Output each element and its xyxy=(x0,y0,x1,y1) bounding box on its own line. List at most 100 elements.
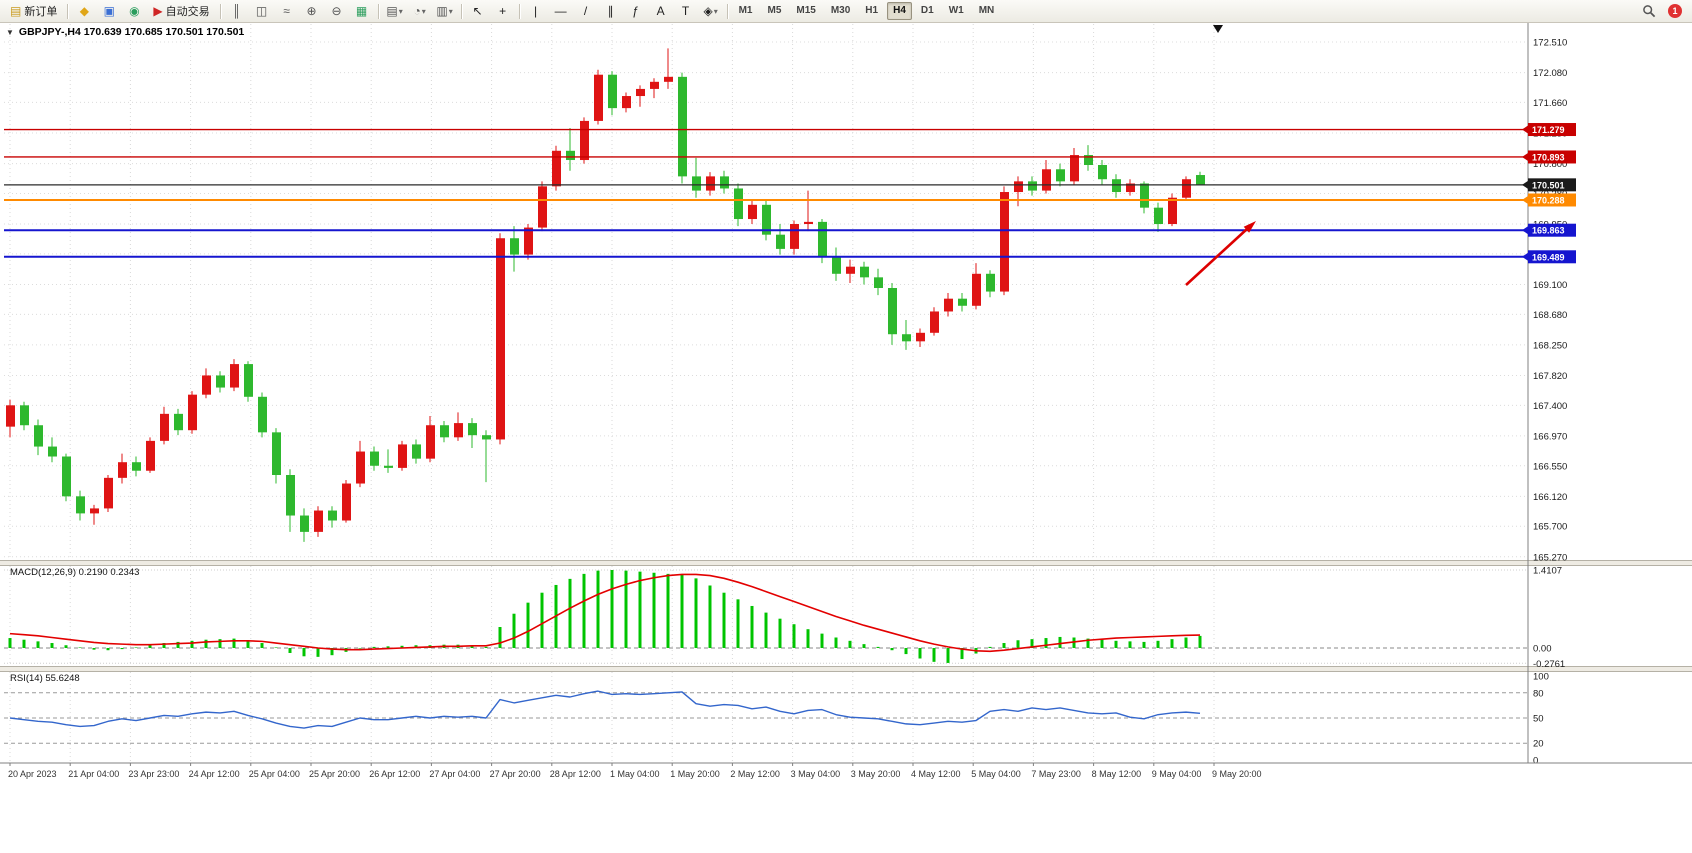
horizontal-line-button[interactable]: — xyxy=(549,1,573,21)
chart-grid xyxy=(4,24,1528,762)
chart-shift-marker-icon[interactable] xyxy=(1213,25,1223,33)
toolbar-right: 1 xyxy=(1637,1,1688,21)
svg-text:166.550: 166.550 xyxy=(1533,461,1567,472)
toolbar-separator xyxy=(460,3,462,19)
svg-text:169.863: 169.863 xyxy=(1532,226,1565,236)
autotrading-button[interactable]: ▶ 自动交易 xyxy=(147,1,215,21)
svg-text:7 May 23:00: 7 May 23:00 xyxy=(1031,769,1081,779)
dropdown-arrow-icon: ▾ xyxy=(713,6,718,16)
svg-text:170.501: 170.501 xyxy=(1532,180,1565,190)
svg-text:100: 100 xyxy=(1533,672,1549,683)
svg-text:166.120: 166.120 xyxy=(1533,492,1567,503)
trend-arrow-annotation[interactable] xyxy=(1185,221,1256,286)
search-button[interactable] xyxy=(1637,1,1661,21)
toolbar-separator xyxy=(726,3,728,19)
cursor-icon: ↖ xyxy=(472,4,483,18)
svg-text:28 Apr 12:00: 28 Apr 12:00 xyxy=(550,769,601,779)
arrows-button[interactable]: ◈ ▾ xyxy=(699,1,723,21)
cursor-button[interactable]: ↖ xyxy=(466,1,490,21)
navigator-button[interactable]: ◉ xyxy=(122,1,146,21)
new-order-button[interactable]: ▤ 新订单 xyxy=(4,1,63,21)
svg-text:4 May 12:00: 4 May 12:00 xyxy=(911,769,961,779)
svg-text:26 Apr 12:00: 26 Apr 12:00 xyxy=(369,769,420,779)
svg-text:1 May 20:00: 1 May 20:00 xyxy=(670,769,720,779)
autotrading-icon: ▶ xyxy=(153,4,163,18)
market-watch-button[interactable]: ◆ xyxy=(72,1,96,21)
svg-text:1.4107: 1.4107 xyxy=(1533,565,1562,576)
equidistant-channel-button[interactable]: ∥ xyxy=(599,1,623,21)
svg-text:166.970: 166.970 xyxy=(1533,431,1567,442)
arrows-icon: ◈ xyxy=(703,4,713,18)
timeframe-m5-button[interactable]: M5 xyxy=(767,5,782,16)
macd-panel xyxy=(4,569,1528,664)
svg-text:167.820: 167.820 xyxy=(1533,371,1567,382)
notification-badge[interactable]: 1 xyxy=(1668,4,1682,18)
candlestick-chart-button[interactable]: ◫ xyxy=(250,1,274,21)
rsi-indicator-label: RSI(14) 55.6248 xyxy=(10,673,80,684)
zoom-in-icon: ⊕ xyxy=(306,4,317,18)
svg-text:170.893: 170.893 xyxy=(1532,152,1565,162)
bar-chart-button[interactable]: ║ xyxy=(225,1,249,21)
svg-text:1 May 04:00: 1 May 04:00 xyxy=(610,769,660,779)
zoom-out-button[interactable]: ⊖ xyxy=(325,1,349,21)
new-order-icon: ▤ xyxy=(10,4,22,18)
trendline-button[interactable]: / xyxy=(574,1,598,21)
data-window-button[interactable]: ▣ xyxy=(97,1,121,21)
bar-chart-icon: ║ xyxy=(232,4,241,18)
svg-text:20 Apr 2023: 20 Apr 2023 xyxy=(8,769,57,779)
search-icon xyxy=(1643,5,1656,18)
line-chart-icon: ≈ xyxy=(283,4,290,18)
text-label-button[interactable]: T xyxy=(674,1,698,21)
timeframe-mn-button[interactable]: MN xyxy=(978,5,995,16)
text-label-icon: T xyxy=(681,4,690,18)
svg-text:172.080: 172.080 xyxy=(1533,68,1567,79)
timeframe-d1-button[interactable]: D1 xyxy=(920,5,934,16)
svg-text:80: 80 xyxy=(1533,688,1544,699)
svg-text:-0.2761: -0.2761 xyxy=(1533,659,1565,670)
macd-histogram xyxy=(8,570,1202,663)
svg-text:172.510: 172.510 xyxy=(1533,38,1567,49)
timeframe-m1-button[interactable]: M1 xyxy=(738,5,753,16)
svg-text:3 May 20:00: 3 May 20:00 xyxy=(851,769,901,779)
timeframe-w1-button[interactable]: W1 xyxy=(948,5,964,16)
svg-text:20: 20 xyxy=(1533,739,1544,750)
fibonacci-icon: ƒ xyxy=(632,4,639,18)
svg-text:50: 50 xyxy=(1533,714,1544,725)
macd-indicator-label: MACD(12,26,9) 0.2190 0.2343 xyxy=(10,567,140,578)
timeframe-m15-button[interactable]: M15 xyxy=(796,5,816,16)
svg-text:167.400: 167.400 xyxy=(1533,401,1567,412)
profiles-button[interactable]: ◔ ▾ xyxy=(408,1,432,21)
toolbar-separator xyxy=(67,3,69,19)
timeframe-h4-button[interactable]: H4 xyxy=(887,2,912,20)
macd-signal-line xyxy=(9,573,1201,653)
dropdown-arrow-icon: ▾ xyxy=(421,6,426,16)
zoom-in-button[interactable]: ⊕ xyxy=(300,1,324,21)
svg-text:169.100: 169.100 xyxy=(1533,280,1567,291)
text-button[interactable]: A xyxy=(649,1,673,21)
crosshair-button[interactable]: + xyxy=(491,1,515,21)
fibonacci-button[interactable]: ƒ xyxy=(624,1,648,21)
main-toolbar: ▤ 新订单 ◆ ▣ ◉ ▶ 自动交易 ║ ◫ ≈ ⊕ ⊖ ▦ ▤ ▾ ◔ ▾ ▥ ▾ ↖ + | — / ∥ ƒ A T ◈ ▾ M1 M5 M… xyxy=(0,0,1692,23)
zoom-out-icon: ⊖ xyxy=(331,4,342,18)
tile-windows-icon: ▦ xyxy=(355,4,368,18)
svg-text:171.279: 171.279 xyxy=(1532,125,1565,135)
panel-separators[interactable] xyxy=(0,560,1692,672)
vertical-line-button[interactable]: | xyxy=(524,1,548,21)
svg-text:23 Apr 23:00: 23 Apr 23:00 xyxy=(128,769,179,779)
toolbar-separator xyxy=(219,3,221,19)
line-chart-button[interactable]: ≈ xyxy=(275,1,299,21)
timeframe-m30-button[interactable]: M30 xyxy=(830,5,851,16)
new-chart-icon: ▤ xyxy=(386,4,398,18)
svg-text:27 Apr 20:00: 27 Apr 20:00 xyxy=(490,769,541,779)
templates-button[interactable]: ▥ ▾ xyxy=(433,1,457,21)
button-label: 新订单 xyxy=(24,6,58,18)
horizontal-line-icon: — xyxy=(554,4,567,18)
timeframe-h1-button[interactable]: H1 xyxy=(865,5,879,16)
tile-windows-button[interactable]: ▦ xyxy=(350,1,374,21)
candlestick-chart-icon: ◫ xyxy=(255,4,268,18)
one-click-trading-arrow-icon[interactable]: ▼ xyxy=(6,27,14,37)
toolbar-separator xyxy=(377,3,379,19)
new-chart-button[interactable]: ▤ ▾ xyxy=(383,1,407,21)
svg-text:171.660: 171.660 xyxy=(1533,98,1567,109)
